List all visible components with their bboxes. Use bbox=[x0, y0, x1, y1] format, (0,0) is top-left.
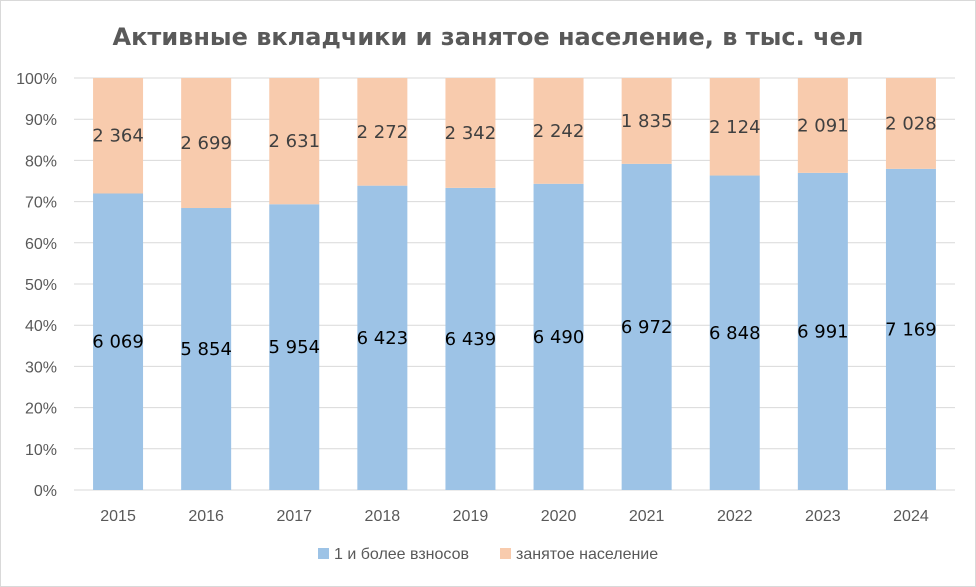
x-tick-label: 2018 bbox=[365, 508, 401, 525]
data-label-active: 7 169 bbox=[885, 319, 937, 340]
data-label-employed: 2 699 bbox=[180, 133, 232, 154]
x-tick-label: 2024 bbox=[893, 508, 929, 525]
data-label-active: 6 423 bbox=[357, 328, 409, 349]
x-tick-label: 2016 bbox=[188, 508, 224, 525]
y-tick-label: 100% bbox=[16, 71, 57, 88]
x-tick-label: 2023 bbox=[805, 508, 841, 525]
legend-swatch bbox=[500, 548, 511, 559]
y-tick-label: 20% bbox=[25, 401, 57, 418]
legend-item-employed: занятое население bbox=[500, 546, 658, 563]
x-axis-ticks: 2015 2016 2017 2018 2019 2020 2021 2022 2023 2024 bbox=[100, 508, 929, 525]
bar-segment-2018-active bbox=[357, 185, 408, 490]
bar-segment-2020-active bbox=[533, 183, 584, 490]
bar-segment-2024-employed bbox=[885, 78, 936, 169]
data-label-active: 5 854 bbox=[180, 339, 232, 360]
legend: 1 и более взносов занятое население bbox=[318, 546, 658, 563]
y-tick-label: 10% bbox=[25, 442, 57, 459]
x-tick-label: 2021 bbox=[629, 508, 665, 525]
data-label-active: 6 848 bbox=[709, 323, 761, 344]
data-label-active: 5 954 bbox=[268, 337, 320, 358]
bars-layer bbox=[93, 78, 936, 490]
bar-segment-2020-employed bbox=[533, 78, 584, 184]
bar-segment-2016-employed bbox=[181, 78, 232, 209]
bar-segment-2018-employed bbox=[357, 78, 408, 186]
chart-title: Активные вкладчики и занятое население, … bbox=[113, 23, 864, 51]
data-label-active: 6 972 bbox=[621, 317, 673, 338]
y-tick-label: 0% bbox=[34, 483, 57, 500]
data-label-active: 6 991 bbox=[797, 321, 849, 342]
y-tick-label: 60% bbox=[25, 236, 57, 253]
bar-segment-2022-active bbox=[709, 175, 760, 490]
legend-item-active: 1 и более взносов bbox=[318, 546, 469, 563]
x-tick-label: 2017 bbox=[276, 508, 312, 525]
bar-segment-2021-employed bbox=[621, 78, 672, 164]
bar-segment-2015-employed bbox=[93, 78, 144, 194]
data-label-active: 6 490 bbox=[533, 327, 585, 348]
legend-label: занятое население bbox=[516, 546, 658, 563]
y-axis-ticks: 0% 10% 20% 30% 40% 50% 60% 70% 80% 90% 100% bbox=[16, 71, 57, 500]
bar-segment-2017-employed bbox=[269, 78, 320, 205]
bar-segment-2019-active bbox=[445, 187, 496, 490]
data-label-employed: 2 364 bbox=[92, 126, 144, 147]
bar-segment-2024-active bbox=[885, 168, 936, 490]
data-label-employed: 2 342 bbox=[445, 123, 497, 144]
y-tick-label: 70% bbox=[25, 195, 57, 212]
bar-segment-2023-active bbox=[797, 172, 848, 490]
x-tick-label: 2022 bbox=[717, 508, 753, 525]
bar-segment-2016-active bbox=[181, 208, 232, 490]
data-label-employed: 2 124 bbox=[709, 117, 761, 138]
data-labels-layer: 6 069 2 364 5 854 2 699 5 954 2 631 6 423 2 272… bbox=[92, 111, 936, 360]
data-label-employed: 2 631 bbox=[268, 131, 320, 152]
x-tick-label: 2020 bbox=[541, 508, 577, 525]
data-label-active: 6 439 bbox=[445, 329, 497, 350]
x-tick-label: 2019 bbox=[453, 508, 489, 525]
bar-segment-2019-employed bbox=[445, 78, 496, 188]
data-label-employed: 1 835 bbox=[621, 111, 673, 132]
legend-swatch bbox=[318, 548, 329, 559]
data-label-employed: 2 242 bbox=[533, 121, 585, 142]
data-label-employed: 2 272 bbox=[357, 122, 409, 143]
y-tick-label: 90% bbox=[25, 112, 57, 129]
legend-label: 1 и более взносов bbox=[334, 546, 469, 563]
data-label-active: 6 069 bbox=[92, 332, 144, 353]
bar-segment-2015-active bbox=[93, 193, 144, 490]
y-tick-label: 80% bbox=[25, 153, 57, 170]
bar-segment-2017-active bbox=[269, 204, 320, 490]
bar-segment-2023-employed bbox=[797, 78, 848, 173]
data-label-employed: 2 091 bbox=[797, 115, 849, 136]
y-tick-label: 30% bbox=[25, 359, 57, 376]
x-tick-label: 2015 bbox=[100, 508, 136, 525]
data-label-employed: 2 028 bbox=[885, 113, 937, 134]
y-tick-label: 50% bbox=[25, 277, 57, 294]
y-tick-label: 40% bbox=[25, 318, 57, 335]
bar-segment-2022-employed bbox=[709, 78, 760, 176]
bar-segment-2021-active bbox=[621, 163, 672, 490]
